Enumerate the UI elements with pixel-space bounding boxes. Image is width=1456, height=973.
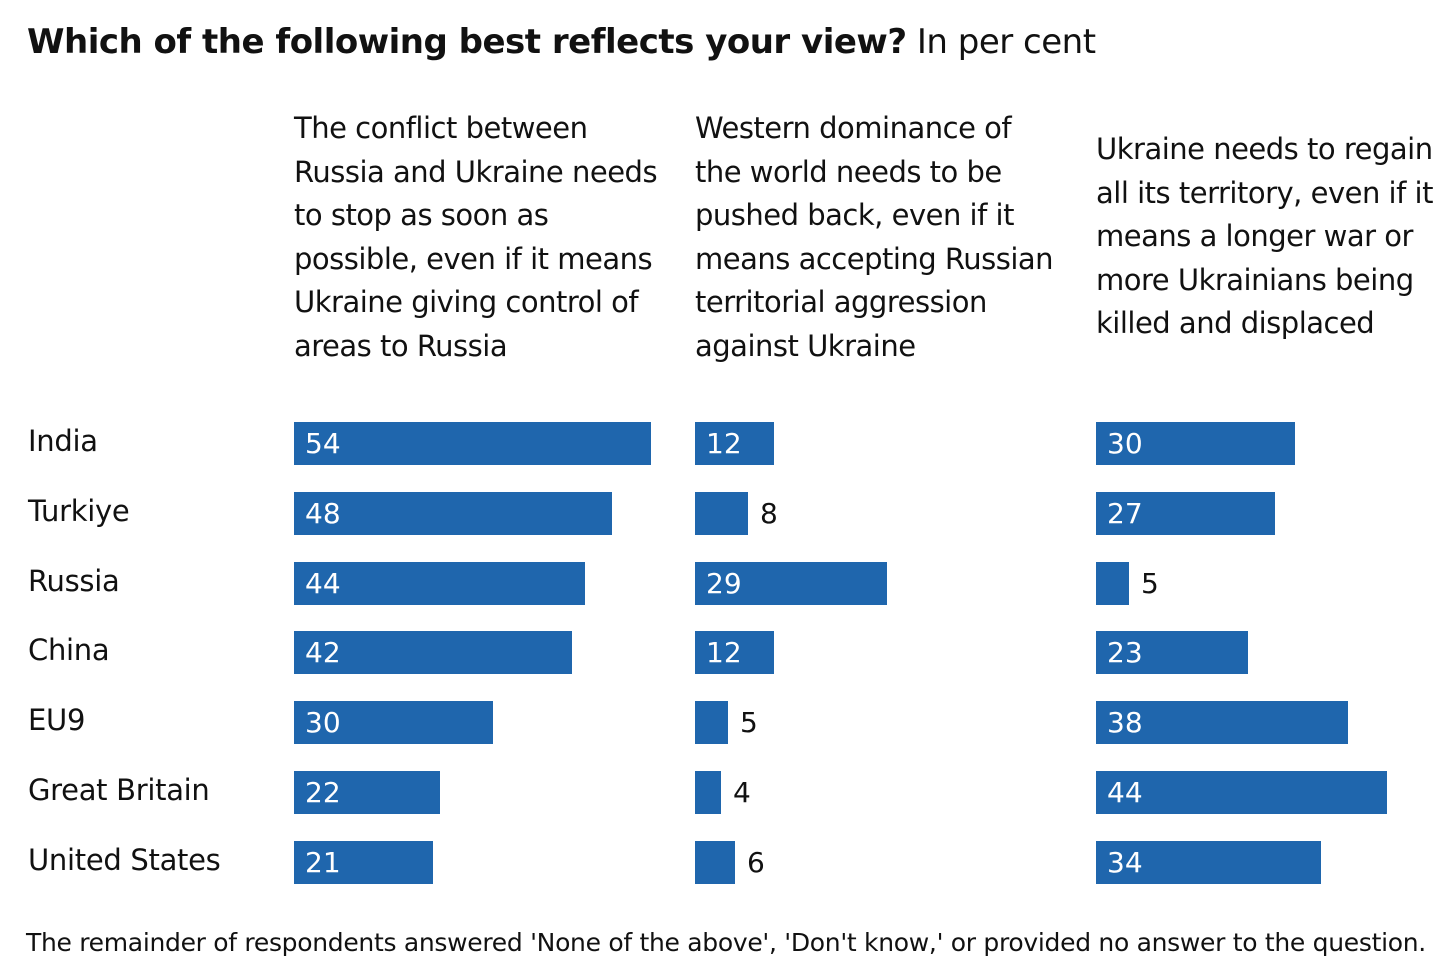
bar-value-label: 6 <box>747 845 765 879</box>
bar-value-label: 4 <box>733 776 751 809</box>
bar <box>294 631 572 675</box>
row-label: India <box>28 424 98 458</box>
footnote: The remainder of respondents answered 'N… <box>26 928 1426 957</box>
bar-value-label: 12 <box>706 636 742 670</box>
bar-value-label: 42 <box>305 636 341 670</box>
bar <box>294 701 493 745</box>
column-header-stop-conflict: The conflict between Russia and Ukraine … <box>294 111 658 363</box>
bar <box>695 840 735 884</box>
bar-value-label: 22 <box>305 776 341 809</box>
row-label: Russia <box>28 563 120 598</box>
bar <box>1096 771 1387 814</box>
bar-value-label: 30 <box>305 706 341 740</box>
row-label: Turkiye <box>28 493 130 528</box>
bar <box>1096 491 1275 535</box>
row-label: Great Britain <box>28 773 210 807</box>
bar <box>695 771 721 814</box>
bar-value-label: 44 <box>305 566 341 600</box>
bar <box>695 491 748 535</box>
bar-value-label: 30 <box>1107 427 1143 460</box>
row-label: United States <box>28 842 221 877</box>
bar-value-label: 21 <box>305 845 341 879</box>
bar-value-label: 44 <box>1107 776 1143 809</box>
column-header-regain-territory: Ukraine needs to regain all its territor… <box>1096 132 1433 340</box>
chart-title: Which of the following best reflects you… <box>27 22 1096 62</box>
bar-value-label: 38 <box>1107 706 1143 740</box>
bar <box>1096 840 1321 884</box>
chart-title-main: Which of the following best reflects you… <box>27 22 907 62</box>
bar <box>695 422 774 465</box>
bar <box>1096 631 1248 675</box>
bar-value-label: 8 <box>760 496 778 530</box>
bar-value-label: 5 <box>1141 566 1159 600</box>
bar <box>1096 561 1129 605</box>
bar <box>294 422 651 465</box>
bar-value-label: 48 <box>305 496 341 530</box>
bar <box>294 561 585 605</box>
bar <box>695 631 774 675</box>
bar <box>695 701 728 745</box>
chart-title-unit: In per cent <box>916 22 1096 62</box>
row-label: EU9 <box>28 703 86 738</box>
bar <box>294 771 440 814</box>
bar <box>1096 701 1348 745</box>
bar-value-label: 29 <box>706 566 742 600</box>
bar <box>1096 422 1295 465</box>
bar-value-label: 34 <box>1107 845 1143 879</box>
bar-value-label: 27 <box>1107 496 1143 530</box>
bar <box>695 561 887 605</box>
bar-value-label: 12 <box>706 427 742 460</box>
bar <box>294 840 433 884</box>
bar <box>294 491 612 535</box>
bar-value-label: 54 <box>305 427 341 460</box>
bar-value-label: 23 <box>1107 636 1143 670</box>
column-header-western-dominance: Western dominance of the world needs to … <box>695 111 1054 363</box>
row-label: China <box>28 633 110 668</box>
bar-value-label: 5 <box>740 706 758 740</box>
